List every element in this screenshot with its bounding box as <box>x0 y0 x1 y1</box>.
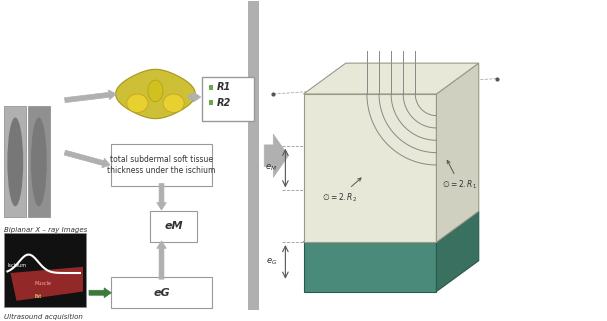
Polygon shape <box>10 267 83 301</box>
Polygon shape <box>436 63 479 242</box>
Polygon shape <box>304 211 479 242</box>
Text: eG: eG <box>153 288 170 298</box>
Text: Fat: Fat <box>35 294 42 299</box>
FancyBboxPatch shape <box>150 211 197 241</box>
FancyBboxPatch shape <box>28 106 50 217</box>
FancyBboxPatch shape <box>202 77 254 120</box>
Bar <box>209 100 214 105</box>
FancyBboxPatch shape <box>110 144 212 186</box>
Polygon shape <box>89 288 111 298</box>
Text: Biplanar X – ray Images: Biplanar X – ray Images <box>4 227 87 233</box>
Polygon shape <box>115 69 195 119</box>
Polygon shape <box>264 134 288 177</box>
Bar <box>248 1 259 310</box>
Text: $e_G$: $e_G$ <box>266 257 277 267</box>
Polygon shape <box>436 211 479 291</box>
Text: Ultrasound acquisition: Ultrasound acquisition <box>4 314 83 320</box>
Text: total subdermal soft tissue
thickness under the ischium: total subdermal soft tissue thickness un… <box>107 155 215 175</box>
Polygon shape <box>304 94 436 242</box>
Polygon shape <box>157 241 166 279</box>
Polygon shape <box>304 63 479 94</box>
Ellipse shape <box>148 80 163 102</box>
Bar <box>209 85 214 90</box>
Text: Ischium: Ischium <box>7 263 27 268</box>
Ellipse shape <box>127 94 148 112</box>
Text: $e_M$: $e_M$ <box>265 163 277 173</box>
Polygon shape <box>157 184 166 210</box>
Text: R2: R2 <box>217 98 231 108</box>
FancyBboxPatch shape <box>110 277 212 308</box>
FancyBboxPatch shape <box>4 233 86 307</box>
Ellipse shape <box>31 117 47 206</box>
Text: R1: R1 <box>217 82 231 92</box>
Polygon shape <box>189 92 201 102</box>
Text: eM: eM <box>164 221 183 231</box>
Text: Muscle: Muscle <box>35 281 52 286</box>
Ellipse shape <box>163 94 184 112</box>
Polygon shape <box>64 90 116 103</box>
FancyBboxPatch shape <box>4 106 26 217</box>
Polygon shape <box>64 150 110 168</box>
Polygon shape <box>304 242 436 291</box>
Text: $\varnothing=2.R_2$: $\varnothing=2.R_2$ <box>322 178 361 204</box>
Ellipse shape <box>7 117 23 206</box>
Text: $\varnothing=2.R_1$: $\varnothing=2.R_1$ <box>443 160 478 191</box>
